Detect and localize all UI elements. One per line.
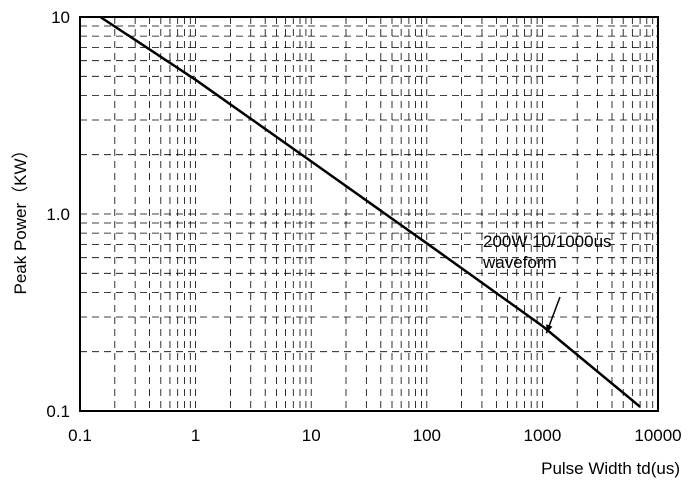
x-axis-title: Pulse Width td(us) [541, 459, 680, 478]
x-tick-label: 10000 [634, 426, 681, 445]
annotation-text: 200W 10/1000us [483, 232, 612, 251]
annotation-arrowhead [546, 324, 553, 334]
y-tick-label: 1.0 [46, 205, 70, 224]
annotation-text: waveform [482, 253, 557, 272]
y-tick-label: 0.1 [46, 402, 70, 421]
annotations: 200W 10/1000us waveform [482, 232, 612, 334]
x-tick-label: 1 [191, 426, 200, 445]
x-tick-label: 1000 [523, 426, 561, 445]
x-tick-label: 100 [413, 426, 441, 445]
series-line-200w [99, 15, 641, 408]
y-tick-label: 10 [51, 8, 70, 27]
x-tick-label: 0.1 [68, 426, 92, 445]
grid [80, 17, 658, 411]
x-tick-labels: 0.1 1 10 100 1000 10000 [68, 426, 681, 445]
y-tick-labels: 0.1 1.0 10 [46, 8, 70, 421]
plot-frame [79, 16, 659, 412]
x-tick-label: 10 [302, 426, 321, 445]
y-axis-title: Peak Power（KW） [11, 141, 30, 294]
